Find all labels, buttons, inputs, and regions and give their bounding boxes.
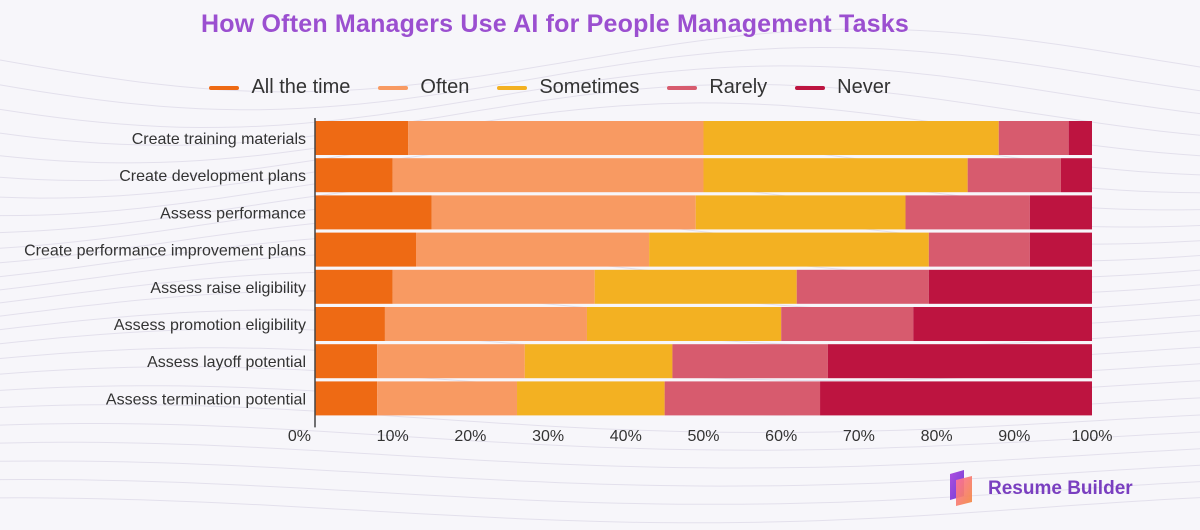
brand-name: Resume Builder bbox=[988, 478, 1133, 499]
bar-segment bbox=[315, 158, 393, 193]
legend-label-sometimes: Sometimes bbox=[539, 76, 640, 98]
x-tick-label: 10% bbox=[377, 428, 409, 445]
x-tick-label: 20% bbox=[454, 428, 486, 445]
x-tick-label: 90% bbox=[998, 428, 1030, 445]
bar-segment bbox=[315, 344, 378, 379]
bar-segment bbox=[913, 307, 1092, 341]
legend-label-never: Never bbox=[837, 76, 891, 98]
legend-swatch-sometimes bbox=[497, 85, 528, 90]
category-label: Assess performance bbox=[160, 205, 306, 222]
category-label: Assess layoff potential bbox=[147, 354, 306, 371]
category-label: Create performance improvement plans bbox=[24, 243, 306, 260]
bar-segment bbox=[431, 195, 696, 230]
bar-segment bbox=[315, 307, 385, 341]
bar-segment bbox=[392, 269, 595, 304]
bar-segment bbox=[315, 121, 409, 155]
category-label: Assess promotion eligibility bbox=[114, 317, 306, 334]
bar-segment bbox=[416, 232, 650, 267]
bar-segment bbox=[377, 344, 525, 379]
bar-segment bbox=[1068, 121, 1092, 155]
bar-segment bbox=[524, 344, 673, 379]
category-label: Create development plans bbox=[119, 168, 306, 185]
x-tick-label: 50% bbox=[687, 428, 719, 445]
background-wave-line bbox=[0, 479, 1200, 505]
legend-item-all-the-time: All the time bbox=[209, 76, 350, 99]
background-wave-line bbox=[0, 65, 1200, 129]
resume-builder-logo-icon bbox=[950, 470, 972, 506]
bar-segment bbox=[928, 232, 1030, 267]
bar-segment bbox=[827, 344, 1092, 379]
brand-logo: Resume Builder bbox=[942, 470, 1133, 508]
bar-segment bbox=[998, 121, 1069, 155]
bar-segment bbox=[1029, 195, 1092, 230]
bar-segment bbox=[796, 269, 929, 304]
bar-segment bbox=[315, 232, 417, 267]
background-wave-line bbox=[0, 460, 1200, 487]
bar-segment bbox=[315, 195, 432, 230]
category-label: Assess termination potential bbox=[106, 391, 306, 408]
legend-label-often: Often bbox=[420, 76, 470, 98]
bar-segment bbox=[781, 307, 914, 341]
background-wave-line bbox=[0, 441, 1200, 469]
bar-segment bbox=[905, 195, 1030, 230]
category-label: Assess raise eligibility bbox=[150, 280, 306, 297]
x-tick-label: 100% bbox=[1072, 428, 1113, 445]
x-tick-label: 30% bbox=[532, 428, 564, 445]
bar-segment bbox=[517, 381, 665, 416]
background-wave-line bbox=[0, 497, 1200, 524]
bar-segment bbox=[649, 232, 929, 267]
bar-segment bbox=[703, 121, 999, 155]
x-tick-label: 80% bbox=[921, 428, 953, 445]
legend-label-all-the-time: All the time bbox=[251, 76, 351, 98]
bar-segment bbox=[594, 269, 797, 304]
bar-segment bbox=[384, 307, 587, 341]
bar-segment bbox=[315, 269, 393, 304]
bar-segment bbox=[377, 381, 518, 416]
legend-swatch-all-the-time bbox=[209, 85, 240, 90]
category-label: Create training materials bbox=[132, 131, 306, 148]
legend-label-rarely: Rarely bbox=[709, 76, 768, 98]
legend-item-never: Never bbox=[795, 76, 891, 99]
x-tick-label: 40% bbox=[610, 428, 642, 445]
background-wave-line bbox=[0, 46, 1200, 111]
legend-item-often: Often bbox=[378, 76, 469, 99]
background-wave-line bbox=[0, 404, 1200, 433]
background-wave-line bbox=[0, 83, 1200, 146]
x-tick-label: 0% bbox=[288, 428, 311, 445]
bar-segment bbox=[315, 381, 378, 416]
bar-segment bbox=[1029, 232, 1092, 267]
bar-segment bbox=[820, 381, 1092, 416]
bar-segment bbox=[408, 121, 704, 155]
bar-segment bbox=[695, 195, 906, 230]
legend-item-rarely: Rarely bbox=[667, 76, 767, 99]
background-wave-line bbox=[0, 423, 1200, 451]
bar-segment bbox=[672, 344, 828, 379]
chart-title: How Often Managers Use AI for People Man… bbox=[201, 10, 909, 38]
bar-segment bbox=[928, 269, 1092, 304]
legend-item-sometimes: Sometimes bbox=[497, 76, 639, 99]
background-wave-line bbox=[0, 28, 1200, 93]
legend-swatch-often bbox=[378, 85, 409, 90]
bar-segment bbox=[392, 158, 704, 193]
x-tick-label: 70% bbox=[843, 428, 875, 445]
bar-segment bbox=[1060, 158, 1092, 193]
legend: All the time Often Sometimes Rarely Neve… bbox=[0, 76, 1100, 99]
legend-swatch-never bbox=[795, 85, 826, 90]
bar-segment bbox=[967, 158, 1061, 193]
legend-swatch-rarely bbox=[667, 85, 698, 90]
bar-segment bbox=[586, 307, 782, 341]
x-tick-label: 60% bbox=[765, 428, 797, 445]
bar-segment bbox=[664, 381, 821, 416]
bar-segment bbox=[703, 158, 968, 193]
